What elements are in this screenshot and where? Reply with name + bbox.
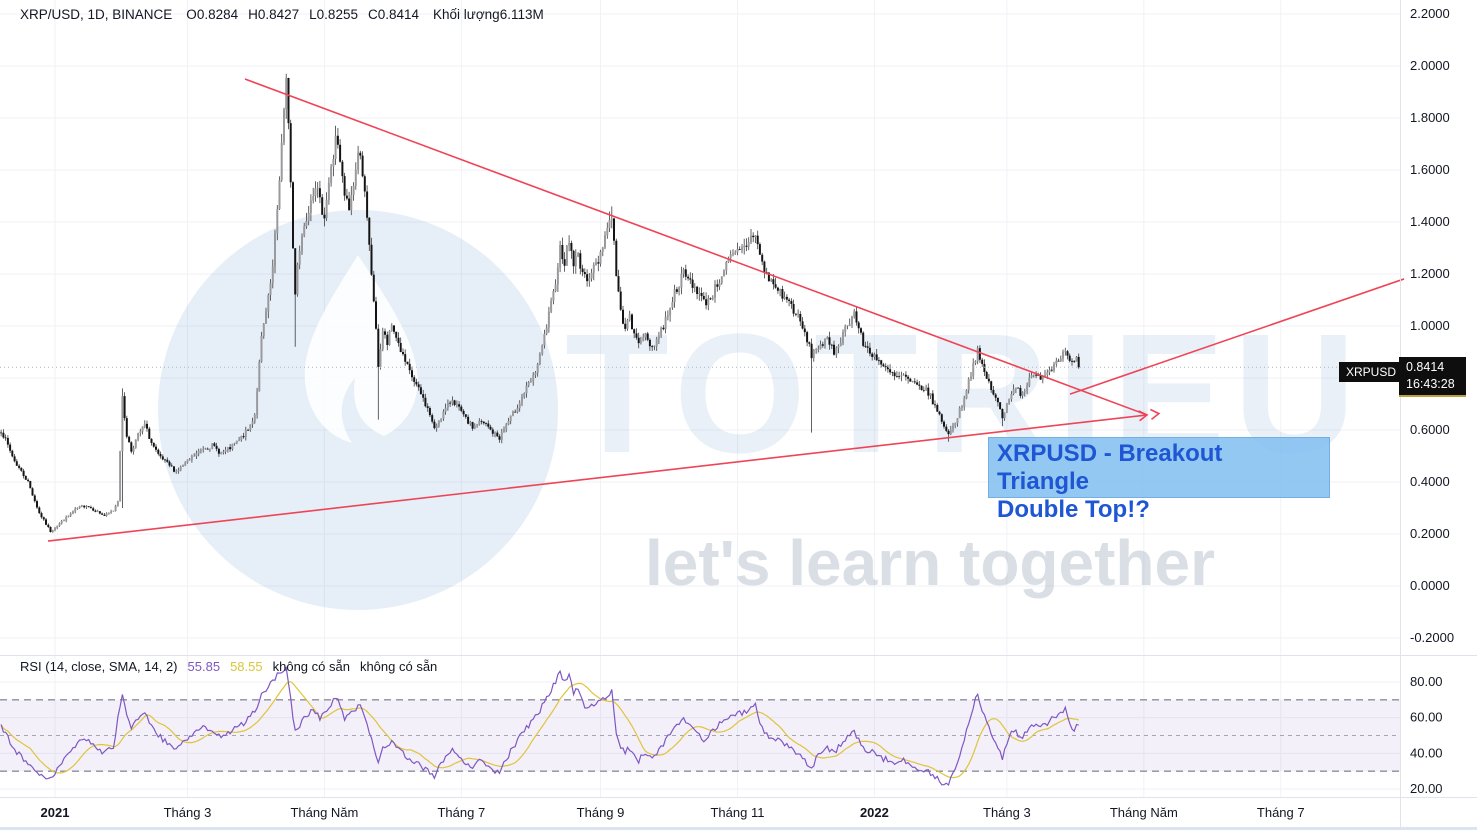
last-price-value: 0.8414 [1406, 360, 1445, 374]
rsi-tick-label: 60.00 [1410, 710, 1443, 725]
price-tick-label: 1.8000 [1410, 110, 1450, 125]
candlestick-series[interactable] [0, 73, 1080, 533]
countdown-timer: 16:43:28 [1406, 377, 1455, 391]
rsi-na-1: không có sẵn [272, 659, 350, 674]
symbol-title[interactable]: XRP/USD, 1D, BINANCE [20, 7, 173, 22]
price-tick-label: 0.4000 [1410, 474, 1450, 489]
trendline-ascending-support[interactable] [47, 414, 1148, 542]
rsi-pane[interactable] [0, 666, 1400, 787]
trendline-breakout-projection[interactable] [1069, 278, 1405, 395]
price-tick-label: 1.4000 [1410, 214, 1450, 229]
price-tick-label: 2.2000 [1410, 6, 1450, 21]
window-bottom-edge [0, 827, 1477, 830]
time-tick-label: Tháng Năm [1110, 805, 1178, 820]
last-price-tag: 0.8414 16:43:28 [1399, 357, 1466, 397]
time-tick-label: Tháng 9 [577, 805, 625, 820]
price-tick-label: -0.2000 [1410, 630, 1454, 645]
rsi-tick-label: 40.00 [1410, 745, 1443, 760]
time-tick-label: Tháng 7 [437, 805, 485, 820]
annotation-text-box[interactable]: XRPUSD - Breakout Triangle Double Top!? [988, 437, 1330, 523]
time-tick-label: Tháng 7 [1257, 805, 1305, 820]
price-tick-label: 0.6000 [1410, 422, 1450, 437]
rsi-sma-line[interactable] [0, 681, 1079, 779]
rsi-value: 55.85 [187, 659, 221, 674]
time-tick-label: 2021 [41, 805, 70, 820]
time-tick-label: Tháng 11 [710, 805, 764, 820]
symbol-price-label: XRPUSD [1339, 362, 1404, 382]
time-tick-label: Tháng Năm [290, 805, 358, 820]
price-tick-label: 1.2000 [1410, 266, 1450, 281]
axis-labels: 2.2000 2.0000 1.8000 1.6000 1.4000 1.2000 1.00… [41, 6, 1455, 820]
volume-readout: Khối lượng6.113M [433, 7, 544, 22]
trendline-drawings[interactable] [47, 78, 1405, 542]
grid [0, 0, 1400, 798]
rsi-legend[interactable]: RSI (14, close, SMA, 14, 2) 55.85 58.55 khô… [20, 659, 437, 674]
arrowhead-icon [1138, 410, 1149, 422]
price-tick-label: 0.2000 [1410, 526, 1450, 541]
price-axis[interactable] [1400, 0, 1477, 800]
price-tick-label: 0.0000 [1410, 578, 1450, 593]
annotation-line-1: XRPUSD - Breakout Triangle [997, 440, 1223, 495]
ohlc-close: C0.8414 [367, 7, 420, 22]
rsi-tick-label: 80.00 [1410, 674, 1443, 689]
price-tick-label: 1.0000 [1410, 318, 1450, 333]
rsi-tick-label: 20.00 [1410, 781, 1443, 796]
ohlc-high: H0.8427 [248, 7, 300, 22]
arrowhead-icon [1150, 408, 1161, 421]
price-tick-label: 2.0000 [1410, 58, 1450, 73]
symbol-legend[interactable]: XRP/USD, 1D, BINANCE O0.8284 H0.8427 L0.825… [20, 7, 544, 22]
time-tick-label: Tháng 3 [164, 805, 212, 820]
ohlc-open: O0.8284 [186, 7, 239, 22]
ohlc-low: L0.8255 [309, 7, 358, 22]
watermark-tagline-text: let's learn together [645, 527, 1215, 599]
rsi-title[interactable]: RSI (14, close, SMA, 14, 2) [20, 659, 178, 674]
time-axis[interactable] [0, 800, 1477, 830]
annotation-line-2: Double Top!? [997, 496, 1150, 523]
trendline-descending-resistance[interactable] [244, 78, 1148, 416]
flame-icon [304, 255, 418, 443]
price-tick-label: 1.6000 [1410, 162, 1450, 177]
rsi-na-2: không có sẵn [359, 659, 438, 674]
rsi-line[interactable] [0, 666, 1079, 787]
time-tick-label: Tháng 3 [983, 805, 1031, 820]
rsi-sma-value: 58.55 [230, 659, 263, 674]
time-tick-label: 2022 [860, 805, 889, 820]
